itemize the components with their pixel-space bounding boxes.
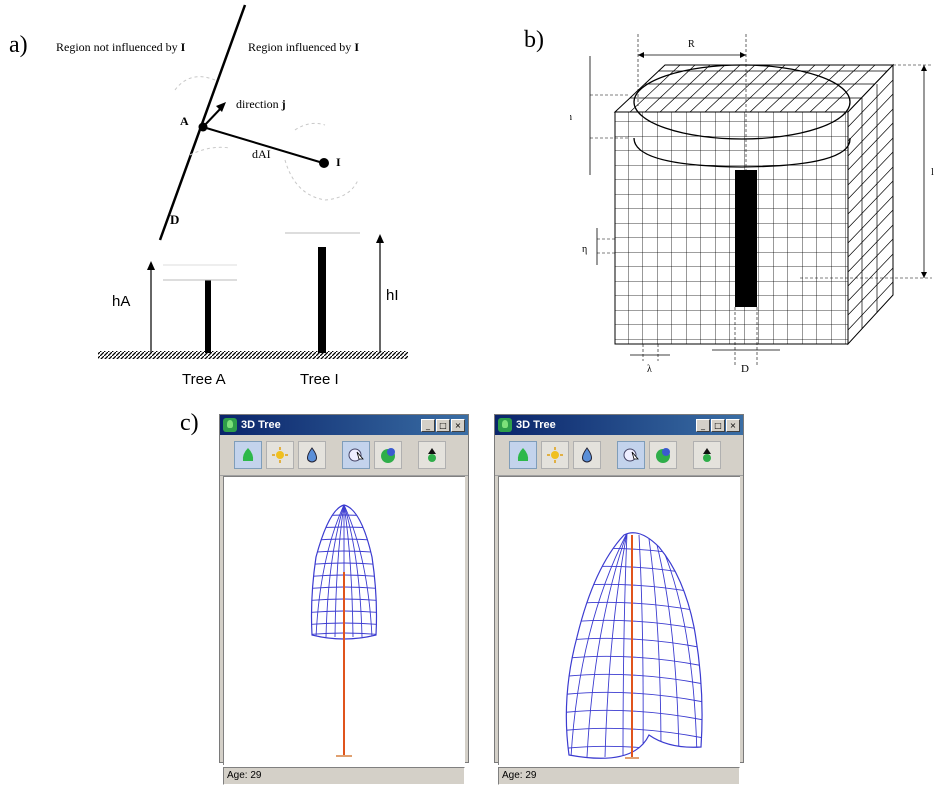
status-bar: Age: 29 <box>223 767 465 785</box>
direction-label: direction j <box>236 97 286 111</box>
sphere-icon[interactable] <box>374 441 402 469</box>
status-bar: Age: 29 <box>498 767 740 785</box>
boundary-line-label: D <box>170 212 179 227</box>
water-drop-icon[interactable] <box>298 441 326 469</box>
crown-icon[interactable] <box>234 441 262 469</box>
cursor-icon[interactable] <box>342 441 370 469</box>
maximize-button[interactable]: □ <box>711 418 725 432</box>
window-titlebar: 3D Tree _ □ × <box>495 415 743 435</box>
tree-wireframe-1 <box>310 504 378 757</box>
tree-window-1: 3D Tree _ □ × <box>219 414 469 785</box>
sun-icon[interactable] <box>266 441 294 469</box>
height-label: l <box>931 167 934 178</box>
tree-a-trunk <box>205 280 211 353</box>
point-i <box>319 158 329 168</box>
window-title: 3D Tree <box>241 419 281 431</box>
close-button[interactable]: × <box>726 418 740 432</box>
app-icon <box>223 418 237 432</box>
region-influenced-label: Region influenced by I <box>248 40 359 54</box>
cube-top-face <box>613 64 895 113</box>
eta-label: η <box>582 244 587 255</box>
render-canvas[interactable] <box>498 476 740 765</box>
ground <box>98 351 408 359</box>
close-button[interactable]: × <box>451 418 465 432</box>
app-icon <box>498 418 512 432</box>
trunk-bar <box>735 170 757 307</box>
cube-front-face <box>614 111 849 345</box>
distance-line <box>202 126 324 164</box>
tree-window-2: 3D Tree _ □ × <box>494 414 744 785</box>
tree-growth-icon[interactable] <box>418 441 446 469</box>
boundary-line <box>158 4 247 241</box>
sphere-icon[interactable] <box>649 441 677 469</box>
direction-arrow <box>202 106 223 128</box>
window-title: 3D Tree <box>516 419 556 431</box>
water-drop-icon[interactable] <box>573 441 601 469</box>
crown-icon[interactable] <box>509 441 537 469</box>
window-titlebar: 3D Tree _ □ × <box>220 415 468 435</box>
sun-icon[interactable] <box>541 441 569 469</box>
panel-b-label: b) <box>524 27 544 53</box>
minimize-button[interactable]: _ <box>421 418 435 432</box>
panel-c-label: c) <box>180 410 199 436</box>
toolbar <box>495 435 743 476</box>
tree-i-label: Tree I <box>300 371 339 388</box>
cursor-icon[interactable] <box>617 441 645 469</box>
region-not-influenced-label: Region not influenced by I <box>56 40 186 54</box>
top-grid <box>629 64 887 113</box>
crown-ellipse-top <box>633 64 851 140</box>
panel-a-label: a) <box>9 32 28 58</box>
maximize-button[interactable]: □ <box>436 418 450 432</box>
render-canvas[interactable] <box>223 476 465 765</box>
height-a-label: hA <box>112 293 130 310</box>
diameter-label: D <box>741 363 749 375</box>
minimize-button[interactable]: _ <box>696 418 710 432</box>
height-i-label: hI <box>386 287 399 304</box>
distance-label: dAI <box>252 147 271 161</box>
tree-wireframe-2 <box>565 532 703 759</box>
crown-ellipse-bottom <box>633 137 851 168</box>
radius-label: R <box>688 39 695 50</box>
point-i-label: I <box>336 155 341 169</box>
tree-growth-icon[interactable] <box>693 441 721 469</box>
tree-i-trunk <box>318 247 326 353</box>
point-a-label: A <box>180 114 189 128</box>
panel-a-diagram: Region not influenced by I Region influe… <box>56 4 408 388</box>
panel-b-diagram: R h η λ D l <box>570 34 934 375</box>
lambda-label: λ <box>647 364 652 375</box>
toolbar <box>220 435 468 476</box>
tree-a-label: Tree A <box>182 371 226 388</box>
h-label: h <box>570 112 572 123</box>
